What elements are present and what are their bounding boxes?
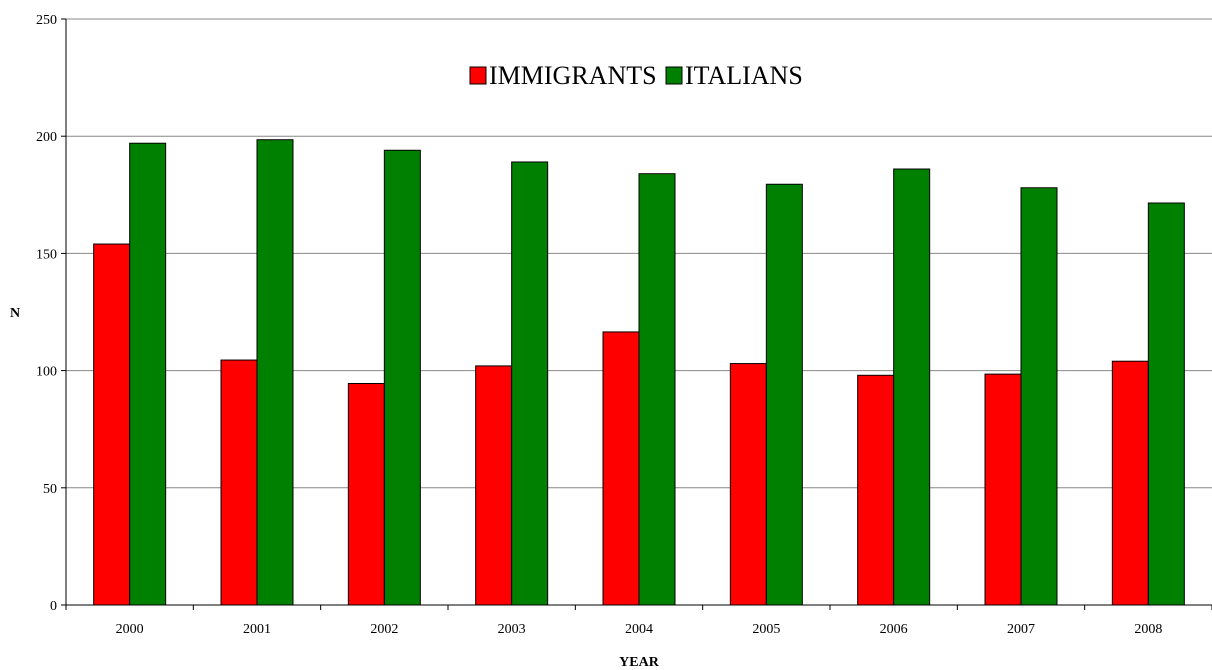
y-tick-label: 50	[43, 482, 57, 497]
axes	[61, 18, 1212, 610]
x-axis-title: YEAR	[619, 655, 660, 670]
legend-swatch-immigrants	[469, 66, 487, 85]
bar-immigrants-2008	[1111, 360, 1149, 606]
x-tick-label: 2000	[116, 622, 144, 637]
bar-italians-2000	[129, 142, 167, 606]
bar-italians-2003	[511, 161, 549, 606]
y-tick-label: 150	[36, 247, 57, 262]
legend-label-italians: ITALIANS	[685, 61, 803, 90]
bar-italians-2005	[765, 183, 803, 606]
bar-immigrants-2003	[475, 365, 513, 606]
x-tick-label: 2007	[1007, 622, 1035, 637]
bar-immigrants-2002	[347, 382, 385, 606]
x-tick-label: 2008	[1134, 622, 1162, 637]
bar-italians-2007	[1020, 187, 1058, 606]
legend: IMMIGRANTS ITALIANS	[469, 61, 803, 90]
x-tick-label: 2002	[370, 622, 398, 637]
bar-immigrants-2005	[729, 363, 767, 606]
bar-immigrants-2004	[602, 331, 640, 606]
bar-italians-2004	[638, 173, 676, 606]
y-axis-title: N	[10, 306, 20, 321]
bars-group	[93, 139, 1185, 606]
y-tick-label: 250	[36, 13, 57, 28]
y-tick-label: 100	[36, 365, 57, 380]
y-tick-label: 0	[50, 599, 57, 614]
x-tick-label: 2004	[625, 622, 653, 637]
bar-italians-2008	[1147, 202, 1185, 606]
legend-swatch-italians	[665, 66, 683, 85]
bar-immigrants-2001	[220, 359, 258, 606]
bar-immigrants-2007	[984, 373, 1022, 606]
y-tick-label: 200	[36, 130, 57, 145]
y-tick-labels: 0 50 100 150 200 250	[36, 13, 57, 614]
x-tick-label: 2005	[752, 622, 780, 637]
bar-italians-2006	[893, 168, 931, 606]
x-tick-label: 2006	[880, 622, 908, 637]
x-tick-label: 2003	[498, 622, 526, 637]
bar-immigrants-2000	[93, 243, 131, 606]
bar-italians-2001	[256, 139, 294, 606]
x-tick-labels: 2000 2001 2002 2003 2004 2005 2006 2007 2008	[116, 622, 1163, 637]
x-tick-label: 2001	[243, 622, 271, 637]
bar-italians-2002	[383, 149, 421, 606]
bar-immigrants-2006	[857, 374, 895, 606]
legend-label-immigrants: IMMIGRANTS	[489, 61, 657, 90]
